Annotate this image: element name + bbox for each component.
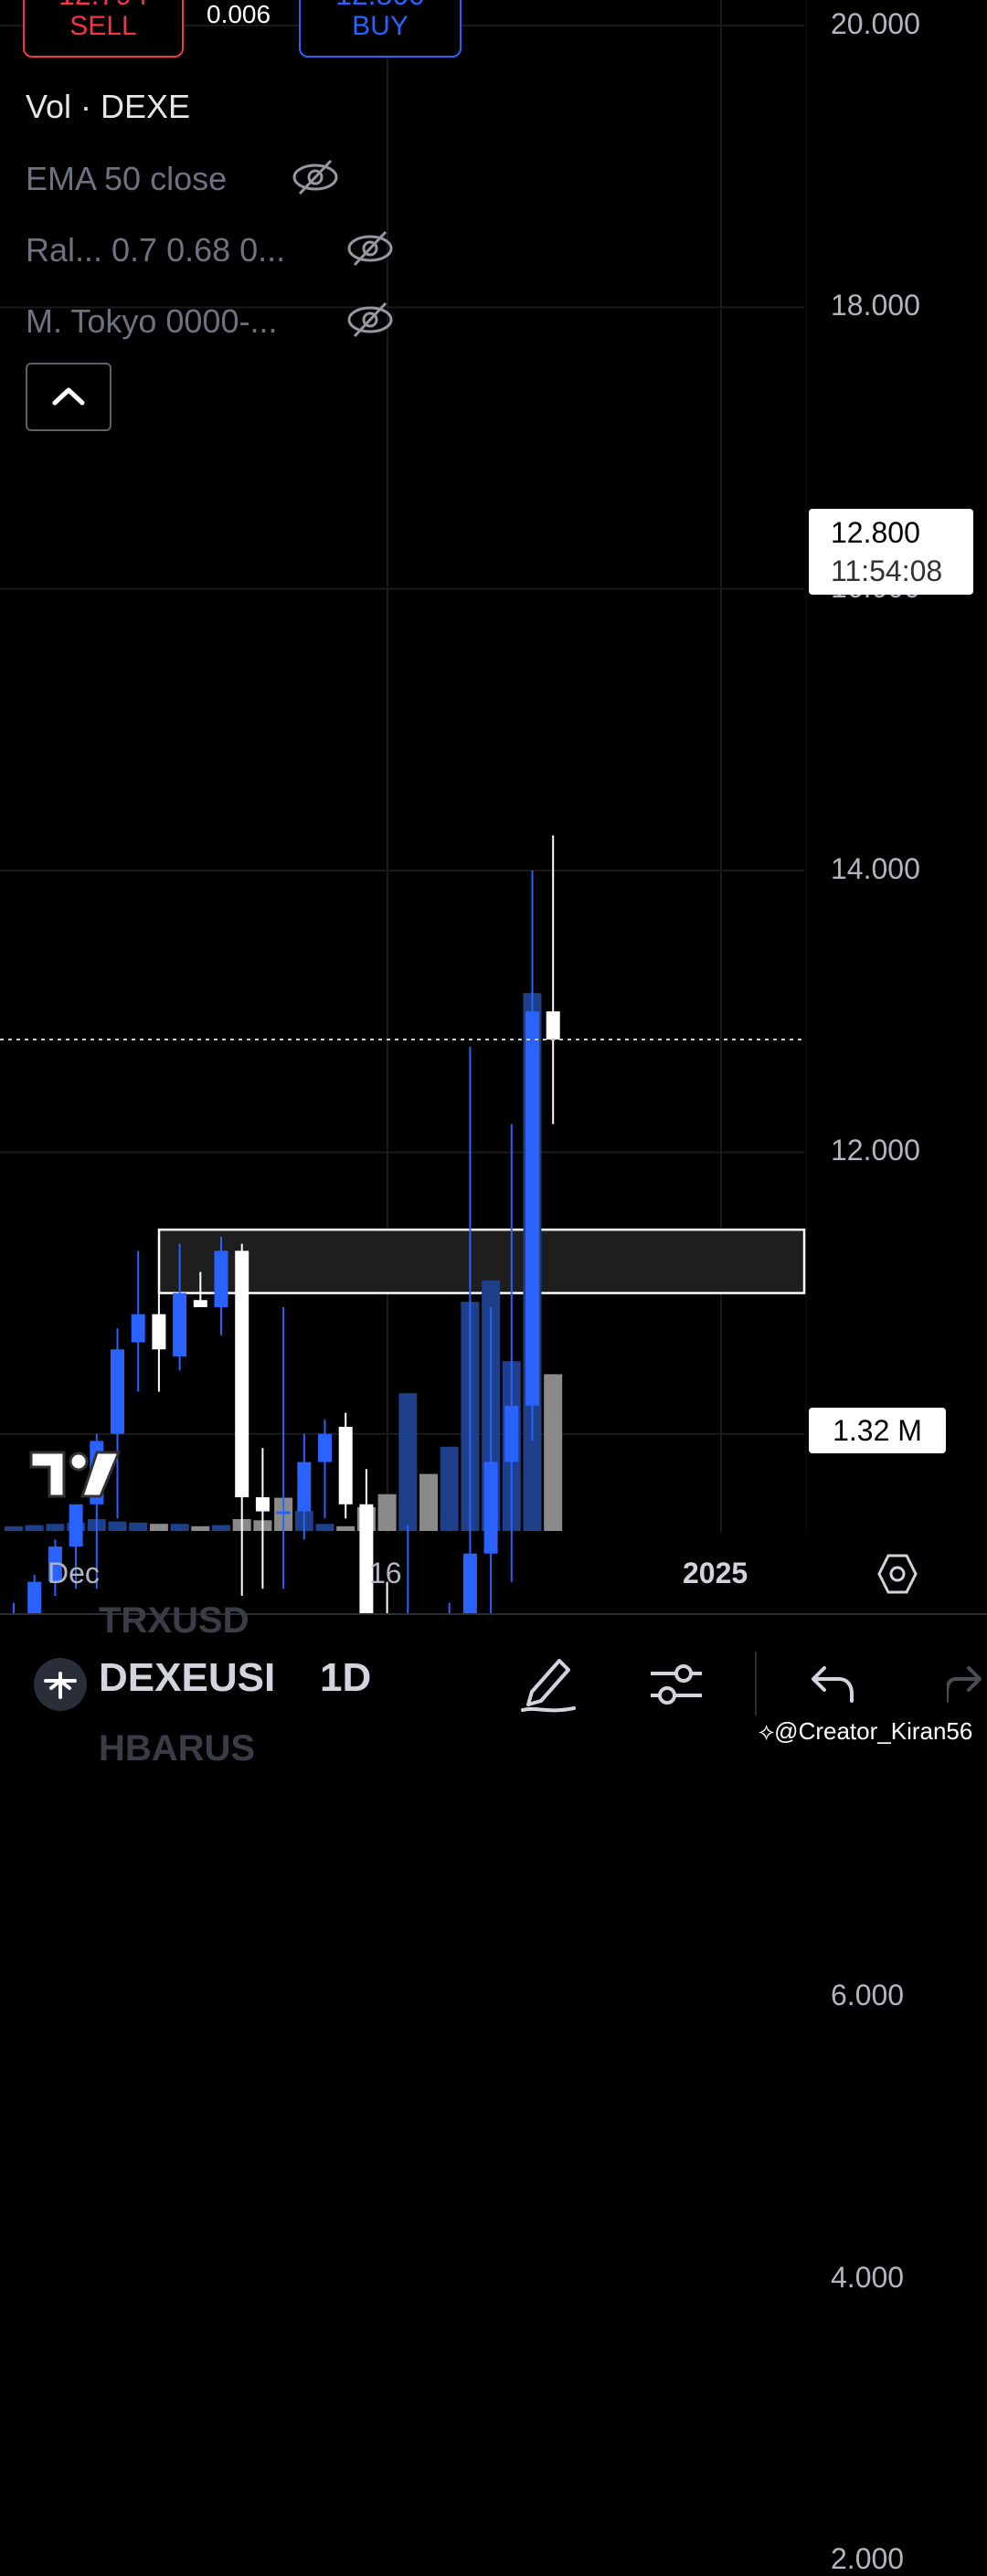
buy-button[interactable]: 12.800 BUY xyxy=(299,0,462,58)
volume-bar xyxy=(377,1494,397,1531)
buy-label: BUY xyxy=(352,11,409,41)
price-axis-label: 14.000 xyxy=(831,852,920,886)
candle-body xyxy=(173,1293,187,1357)
chart-settings-icon[interactable] xyxy=(876,1552,919,1600)
candle-body xyxy=(111,1349,124,1434)
candle-body xyxy=(214,1251,228,1307)
symbol-logo-icon xyxy=(33,1657,88,1716)
volume-bar xyxy=(544,1374,563,1531)
price-axis-label: 12.000 xyxy=(831,1134,920,1167)
volume-bar xyxy=(315,1524,334,1531)
price-axis-label: 4.000 xyxy=(831,2260,905,2294)
volume-bar xyxy=(419,1473,438,1531)
legend-title[interactable]: Vol · DEXE xyxy=(26,88,191,125)
bar-countdown: 11:54:08 xyxy=(831,554,943,587)
ghost-symbol-above: TRXUSD xyxy=(99,1600,249,1641)
candle-body xyxy=(255,1497,270,1512)
eye-off-icon[interactable] xyxy=(291,157,340,197)
bottom-toolbar xyxy=(0,1613,987,1758)
chart-canvas[interactable] xyxy=(0,0,987,1756)
volume-bar xyxy=(108,1521,127,1531)
last-price-tag: 12.800 11:54:08 xyxy=(809,509,973,595)
price-axis-label: 20.000 xyxy=(831,7,920,40)
toolbar-divider xyxy=(755,1652,757,1716)
candle-body xyxy=(48,1547,62,1582)
candle-body xyxy=(131,1314,145,1343)
undo-icon[interactable] xyxy=(808,1661,857,1711)
candle-body xyxy=(318,1433,332,1462)
pencil-icon[interactable] xyxy=(519,1652,578,1720)
candle-body xyxy=(235,1251,249,1498)
time-axis-label: 2025 xyxy=(683,1557,748,1589)
volume-bar xyxy=(170,1524,189,1531)
creator-watermark: ⟡@Creator_Kiran56 xyxy=(759,1717,973,1745)
volume-tag: 1.32 M xyxy=(809,1408,946,1453)
volume-bar xyxy=(149,1524,168,1531)
resistance-zone-rect xyxy=(157,1228,806,1294)
candle-body xyxy=(504,1405,519,1462)
eye-off-icon[interactable] xyxy=(345,228,395,269)
legend-indicator-ral[interactable]: Ral... 0.7 0.68 0... xyxy=(26,231,285,269)
indicator-label: EMA 50 close xyxy=(26,160,228,197)
interval-selector[interactable]: 1D xyxy=(320,1655,372,1700)
candle-body xyxy=(193,1300,207,1307)
sell-price: 12.794 xyxy=(25,0,182,12)
legend-collapse-button[interactable] xyxy=(26,363,111,431)
candle-body xyxy=(338,1426,353,1504)
symbol-name[interactable]: DEXEUSI xyxy=(99,1655,276,1700)
candle-body xyxy=(525,1011,539,1406)
volume-bar xyxy=(46,1524,65,1531)
price-axis-label: 18.000 xyxy=(831,289,920,322)
volume-bar xyxy=(336,1526,356,1531)
time-axis-label: 16 xyxy=(369,1557,402,1589)
volume-bar xyxy=(191,1526,210,1531)
candle-body xyxy=(483,1462,498,1554)
spread-value: 0.006 xyxy=(207,0,271,28)
volume-bar xyxy=(212,1525,230,1531)
candle-body xyxy=(276,1511,291,1515)
candle-body xyxy=(297,1462,312,1512)
ghost-symbol-below: HBARUS xyxy=(99,1728,256,1768)
sell-label: SELL xyxy=(69,11,137,41)
volume-bar xyxy=(5,1526,23,1531)
redo-icon[interactable] xyxy=(945,1661,987,1711)
eye-off-icon[interactable] xyxy=(345,300,395,340)
candle-body xyxy=(69,1504,83,1547)
legend-indicator-tokyo[interactable]: M. Tokyo 0000-... xyxy=(26,302,277,341)
tradingview-logo xyxy=(27,1449,122,1504)
sell-button[interactable]: 12.794 SELL xyxy=(23,0,184,58)
candle-body xyxy=(152,1314,166,1350)
candle-body xyxy=(359,1504,374,1639)
legend-indicator-ema[interactable]: EMA 50 close xyxy=(26,160,227,198)
candle-body xyxy=(546,1011,560,1040)
chevron-up-icon xyxy=(52,387,85,406)
price-axis-label: 2.000 xyxy=(831,2542,905,2576)
buy-price: 12.800 xyxy=(301,0,460,12)
price-axis-label: 6.000 xyxy=(831,1979,905,2012)
last-price: 12.800 xyxy=(831,516,920,549)
indicator-label: M. Tokyo 0000-... xyxy=(26,302,278,340)
volume-bar xyxy=(440,1446,459,1531)
volume-bar xyxy=(25,1525,44,1531)
indicator-label: Ral... 0.7 0.68 0... xyxy=(26,231,286,269)
settings-sliders-icon[interactable] xyxy=(647,1657,706,1716)
volume-bar xyxy=(129,1522,148,1531)
volume-bar xyxy=(398,1393,418,1531)
time-axis-label: Dec xyxy=(48,1557,100,1589)
resistance-zone xyxy=(157,1228,806,1294)
